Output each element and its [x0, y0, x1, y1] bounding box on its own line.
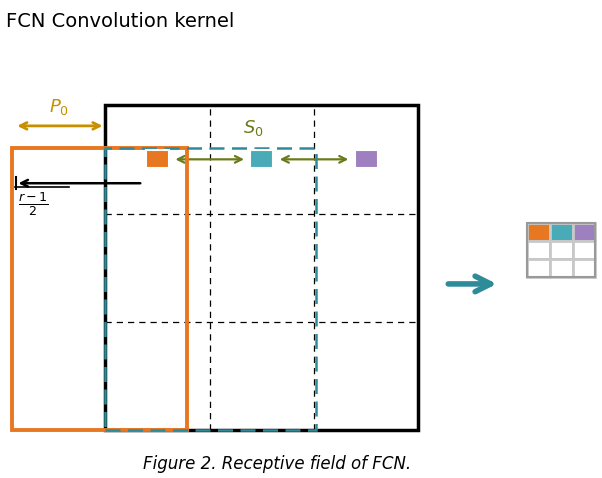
Bar — [527, 223, 550, 241]
Text: $P_0$: $P_0$ — [49, 97, 69, 117]
Bar — [355, 150, 377, 168]
Bar — [527, 223, 595, 277]
Bar — [527, 259, 550, 277]
Text: $S_0$: $S_0$ — [243, 118, 263, 138]
Bar — [550, 259, 573, 277]
Bar — [550, 241, 573, 259]
Bar — [12, 148, 187, 430]
Text: Figure 2. Receptive field of FCN.: Figure 2. Receptive field of FCN. — [143, 455, 411, 473]
Bar — [573, 223, 595, 241]
Bar — [573, 241, 595, 259]
Text: FCN Convolution kernel: FCN Convolution kernel — [6, 12, 234, 31]
Text: $\frac{r-1}{2}$: $\frac{r-1}{2}$ — [18, 190, 49, 218]
Bar — [105, 105, 418, 430]
Bar — [550, 223, 573, 241]
Bar — [527, 241, 550, 259]
Bar — [573, 259, 595, 277]
Bar — [146, 150, 169, 168]
Bar — [250, 150, 273, 168]
Bar — [105, 148, 316, 430]
